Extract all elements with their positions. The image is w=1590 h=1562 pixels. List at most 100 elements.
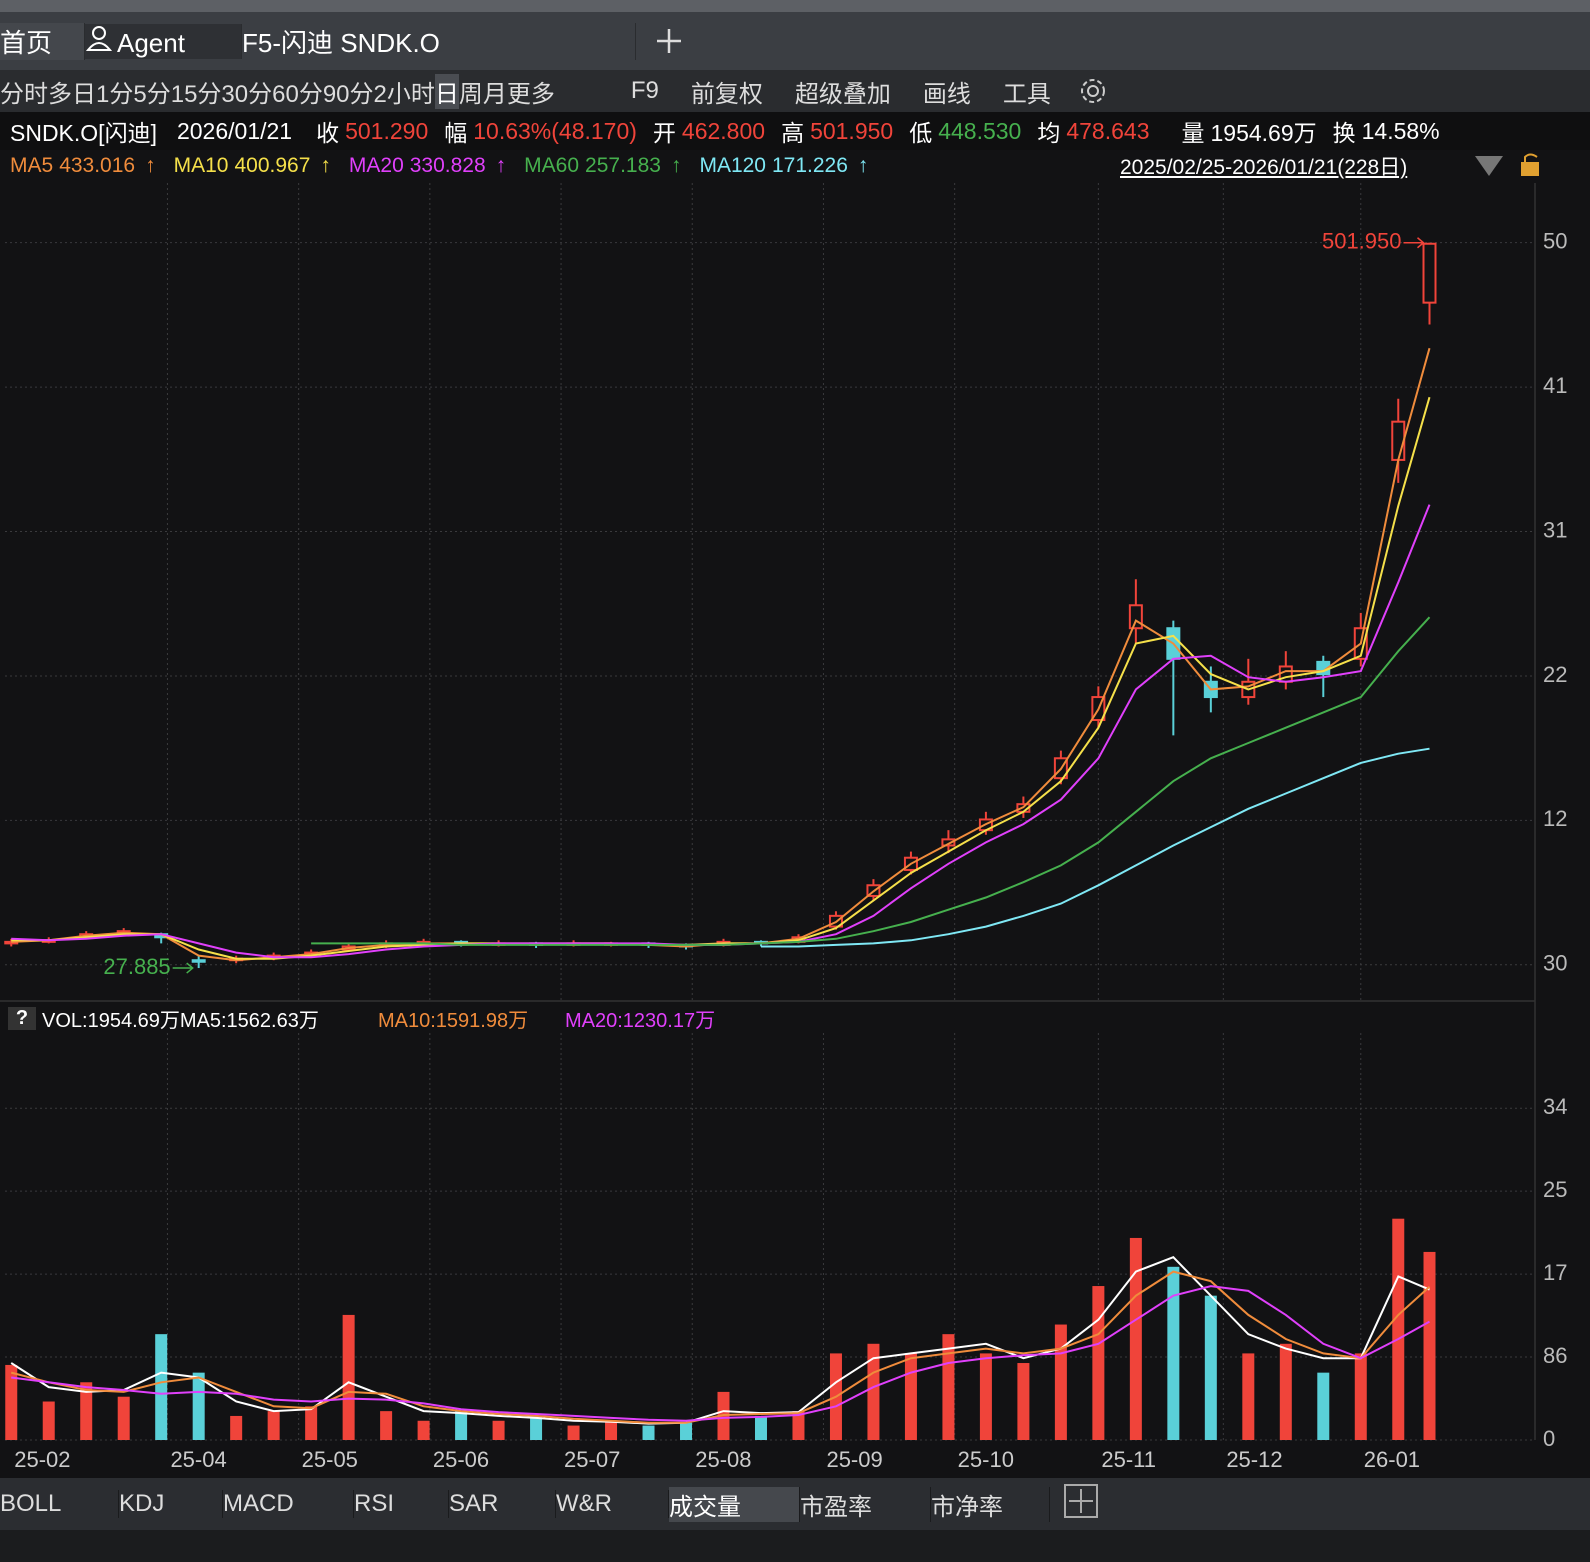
new-tab[interactable] bbox=[636, 12, 702, 70]
y-tick-label: 34 bbox=[1543, 1094, 1567, 1119]
range-icons bbox=[1475, 152, 1555, 182]
indicator-tab[interactable]: BOLL bbox=[0, 1490, 119, 1518]
quote-label: 幅 bbox=[444, 120, 468, 146]
x-tick-label: 25-02 bbox=[14, 1447, 70, 1472]
ma-line bbox=[10, 1256, 1430, 1425]
ma-name: MA10 bbox=[173, 154, 229, 177]
add-indicator[interactable] bbox=[1050, 1483, 1112, 1525]
volume-legend: ? VOL:1954.69万MA5:1562.63万 MA10:1591.98万 MA… bbox=[0, 1003, 1590, 1033]
period-button[interactable]: 分时 bbox=[0, 80, 48, 108]
tab[interactable]: 首页 bbox=[0, 22, 85, 60]
user-icon bbox=[85, 25, 113, 51]
help[interactable]: ? bbox=[8, 1006, 36, 1030]
footer bbox=[0, 1530, 1590, 1562]
window-strip bbox=[0, 0, 1590, 12]
volume-bar bbox=[1392, 1218, 1405, 1440]
date: 2026/01/21 bbox=[176, 117, 293, 144]
period-button[interactable]: 30分 bbox=[221, 80, 273, 108]
period-button[interactable]: 60分 bbox=[272, 80, 323, 108]
period-button[interactable]: 5分 bbox=[133, 80, 171, 108]
ma-value: 400.967 bbox=[234, 154, 311, 177]
ma-line bbox=[761, 747, 1430, 948]
tab[interactable]: F5-闪迪 SNDK.O bbox=[242, 22, 636, 60]
indicator-tab[interactable]: W&R bbox=[556, 1490, 669, 1518]
quote-label: 量 bbox=[1181, 120, 1205, 146]
y-tick-label: 30 bbox=[1543, 951, 1567, 976]
volume-bar bbox=[979, 1353, 992, 1440]
quote-label: 低 bbox=[909, 120, 933, 146]
ma-line bbox=[11, 396, 1431, 960]
indicator-tab[interactable]: 市盈率 bbox=[800, 1486, 931, 1522]
period-button[interactable]: 2小时 bbox=[373, 80, 435, 108]
indicator-tab[interactable]: 成交量 bbox=[669, 1486, 800, 1522]
toolbar: 分时 多日 1分 5分 15分 30分 60分 90分 2小时日周月更多 F9 前复权 超级叠加 画线 工… bbox=[0, 70, 1590, 112]
volume-bar bbox=[1092, 1286, 1105, 1440]
ma-trend: ↑ bbox=[495, 154, 507, 177]
period-button[interactable]: 多日 bbox=[48, 80, 96, 108]
period-button[interactable]: 月 bbox=[482, 80, 507, 108]
period-button[interactable]: 1分 bbox=[96, 80, 134, 108]
period-button[interactable]: 更多 bbox=[506, 80, 555, 108]
tab-label: 首页 bbox=[0, 27, 53, 58]
tool-button[interactable]: F9 bbox=[630, 77, 659, 104]
quote-label: 均 bbox=[1037, 120, 1061, 146]
volume-bar bbox=[567, 1425, 580, 1440]
x-tick-label: 25-10 bbox=[958, 1447, 1014, 1472]
tool-button[interactable]: 前复权 bbox=[690, 80, 763, 108]
volume-bar bbox=[342, 1314, 355, 1440]
volume-legend-item: MA20:1230.17万 bbox=[565, 1009, 716, 1032]
tool-button[interactable]: 工具 bbox=[1002, 80, 1051, 108]
y-tick-label: 25 bbox=[1543, 1177, 1567, 1202]
volume-bar bbox=[754, 1415, 767, 1440]
indicator-tab[interactable]: SAR bbox=[449, 1490, 556, 1518]
period-button[interactable]: 周 bbox=[458, 80, 483, 108]
tab-bar: 首页 Agent F5-闪迪 SNDK.O bbox=[0, 12, 1590, 70]
y-tick-label: 22 bbox=[1543, 662, 1567, 687]
period-button[interactable]: 15分 bbox=[170, 80, 222, 108]
volume-bar bbox=[530, 1415, 543, 1440]
tool-button[interactable]: 超级叠加 bbox=[794, 80, 891, 108]
indicator-tab[interactable]: 市净率 bbox=[931, 1486, 1050, 1522]
quote-value: 10.63%(48.170) bbox=[473, 117, 637, 144]
indicator-tab[interactable]: KDJ bbox=[119, 1490, 223, 1518]
volume-bar bbox=[267, 1411, 280, 1440]
ma-name: MA60 bbox=[524, 154, 580, 177]
volume-bar bbox=[1279, 1343, 1292, 1440]
volume-bar bbox=[1167, 1266, 1180, 1440]
tab-label: Agent bbox=[117, 27, 185, 58]
x-tick-label: 25-04 bbox=[170, 1447, 226, 1472]
volume-legend-item: VOL:1954.69万MA5:1562.63万 bbox=[42, 1009, 319, 1032]
range-controls bbox=[1475, 153, 1539, 176]
x-tick-label: 25-11 bbox=[1101, 1447, 1156, 1472]
ma-trend: ↑ bbox=[145, 154, 156, 177]
volume-bar bbox=[642, 1425, 655, 1440]
volume-bar bbox=[492, 1420, 505, 1440]
add-icon bbox=[1064, 1483, 1098, 1518]
tab-label: F5-闪迪 SNDK.O bbox=[242, 27, 440, 58]
date-range[interactable]: 2025/02/25-2026/01/21(228日) bbox=[1120, 156, 1408, 179]
ma-name: MA20 bbox=[348, 154, 404, 177]
symbol: SNDK.O[闪迪] bbox=[10, 120, 157, 146]
period-button[interactable]: 日 bbox=[434, 73, 459, 109]
period-button[interactable]: 90分 bbox=[322, 80, 374, 108]
tab[interactable]: Agent bbox=[85, 23, 242, 59]
ma-line bbox=[11, 347, 1431, 962]
volume-bar bbox=[1423, 1251, 1436, 1440]
ma-value: 171.226 bbox=[772, 154, 848, 177]
indicator-tab[interactable]: RSI bbox=[354, 1490, 449, 1518]
indicator-tab[interactable]: MACD bbox=[223, 1490, 354, 1518]
ma-trend: ↑ bbox=[320, 154, 331, 177]
ma-legend: MA5 433.016 ↑ MA10 400.967 ↑ MA20 330.828 ↑ MA60 2… bbox=[0, 150, 1590, 182]
x-tick-label: 26-01 bbox=[1364, 1447, 1420, 1472]
tool-button[interactable]: 画线 bbox=[922, 80, 971, 108]
volume-bar bbox=[42, 1401, 55, 1440]
volume-bar bbox=[117, 1396, 130, 1440]
quote-label: 高 bbox=[781, 120, 805, 146]
settings[interactable] bbox=[1067, 70, 1119, 112]
spacer bbox=[555, 70, 615, 112]
x-tick-label: 25-06 bbox=[433, 1447, 489, 1472]
x-tick-label: 25-08 bbox=[695, 1447, 751, 1472]
annotation: 501.950 bbox=[1322, 229, 1402, 254]
volume-bar bbox=[1204, 1295, 1217, 1440]
